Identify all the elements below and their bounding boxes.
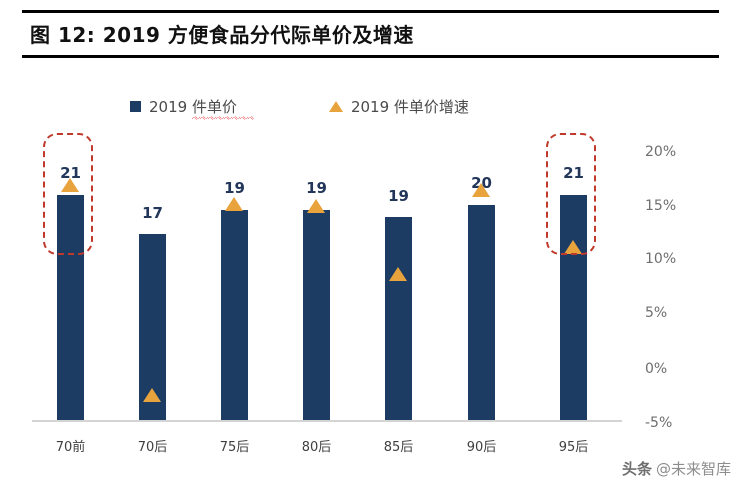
x-axis-label-90hou: 90后 xyxy=(466,440,497,455)
x-axis-label-70qian: 70前 xyxy=(55,440,86,455)
y-axis-tick-5: 5% xyxy=(645,305,668,321)
legend-square-icon xyxy=(130,100,141,112)
highlight-box-95hou xyxy=(546,133,596,255)
spellcheck-squiggle-underline xyxy=(192,115,254,120)
legend-triangle-icon xyxy=(328,100,343,112)
x-axis-label-85hou: 85后 xyxy=(383,440,414,455)
y-axis-tick-20: 20% xyxy=(645,144,677,160)
title-rule-bottom xyxy=(22,55,719,58)
marker-growth-70qian[interactable] xyxy=(61,178,79,192)
watermark: 头条 @未来智库 xyxy=(622,458,731,479)
bar-90hou[interactable] xyxy=(468,205,495,420)
page-title: 图 12: 2019 方便食品分代际单价及增速 xyxy=(30,23,414,47)
y-axis-tick-15: 15% xyxy=(645,198,677,214)
bar-label-70qian: 21 xyxy=(60,164,81,182)
x-axis-label-95hou: 95后 xyxy=(558,440,589,455)
bar-75hou[interactable] xyxy=(221,210,248,420)
legend-label-growth-rate: 2019 件单价增速 xyxy=(350,97,469,116)
bar-95hou[interactable] xyxy=(560,195,587,420)
marker-growth-95hou[interactable] xyxy=(564,240,582,254)
title-rule-top xyxy=(22,10,719,13)
legend-label-unit-price: 2019 件单价 xyxy=(149,96,254,120)
y-axis-tick-10: 10% xyxy=(645,251,677,267)
legend-item-unit-price[interactable]: 2019 件单价 xyxy=(130,96,254,120)
chart-canvas: 2019 件单价 2019 件单价增速 20% 15% 10% 5% 0% -5… xyxy=(0,58,741,493)
marker-growth-85hou[interactable] xyxy=(389,267,407,281)
watermark-logo: 头条 xyxy=(621,460,652,478)
x-axis-label-75hou: 75后 xyxy=(219,440,250,455)
y-axis-tick-0: 0% xyxy=(645,361,668,377)
bar-label-95hou: 21 xyxy=(563,164,584,182)
bar-label-70hou: 17 xyxy=(142,204,163,222)
legend-label-unit-price-text: 2019 件单价 xyxy=(149,97,237,116)
watermark-text: @未来智库 xyxy=(655,460,731,478)
marker-growth-70hou[interactable] xyxy=(143,388,161,402)
bar-label-80hou: 19 xyxy=(306,179,327,197)
figure-title-block: 图 12: 2019 方便食品分代际单价及增速 xyxy=(22,10,719,58)
bar-70qian[interactable] xyxy=(57,195,84,420)
x-axis-label-70hou: 70后 xyxy=(137,440,168,455)
bar-label-75hou: 19 xyxy=(224,179,245,197)
marker-growth-75hou[interactable] xyxy=(225,197,243,211)
bar-label-85hou: 19 xyxy=(388,187,409,205)
highlight-box-70qian xyxy=(43,133,93,255)
chart-legend: 2019 件单价 2019 件单价增速 xyxy=(130,96,469,120)
y-axis-tick-neg5: -5% xyxy=(645,415,673,431)
legend-item-growth-rate[interactable]: 2019 件单价增速 xyxy=(328,96,469,117)
bar-80hou[interactable] xyxy=(303,210,330,420)
bar-85hou[interactable] xyxy=(385,217,412,420)
marker-growth-80hou[interactable] xyxy=(307,199,325,213)
x-axis-line xyxy=(32,420,622,422)
marker-growth-90hou[interactable] xyxy=(472,183,490,197)
x-axis-label-80hou: 80后 xyxy=(301,440,332,455)
